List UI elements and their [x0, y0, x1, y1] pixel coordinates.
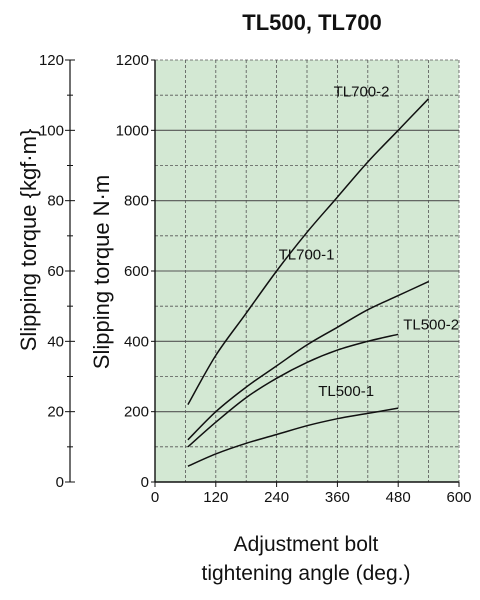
y-tick-label: 600 — [124, 263, 149, 280]
series-label-tl700-2: TL700-2 — [334, 84, 390, 101]
chart-title: TL500, TL700 — [242, 10, 381, 35]
x-tick-label: 240 — [264, 489, 289, 506]
y2-tick-label: 0 — [56, 474, 64, 491]
y-tick-label: 1200 — [116, 52, 149, 69]
y-tick-label: 1000 — [116, 122, 149, 139]
series-label-tl500-1: TL500-1 — [318, 383, 374, 400]
y2-tick-label: 80 — [47, 193, 64, 210]
series-line-tl500-1 — [187, 407, 399, 467]
y-tick-label: 800 — [124, 193, 149, 210]
x-tick-label: 480 — [386, 489, 411, 506]
x-tick-label: 120 — [203, 489, 228, 506]
y-tick-label: 0 — [141, 474, 149, 491]
x-tick-label: 360 — [325, 489, 350, 506]
y2-tick-label: 120 — [39, 52, 64, 69]
y2-tick-label: 40 — [47, 333, 64, 350]
series-line-tl700-2 — [187, 98, 430, 405]
y2-tick-label: 20 — [47, 404, 64, 421]
y-tick-label: 200 — [124, 404, 149, 421]
y2-tick-label: 60 — [47, 263, 64, 280]
series-label-tl700-1: TL700-1 — [279, 247, 335, 264]
y-axis-label: Slipping torque N·m — [89, 175, 114, 369]
y2-tick-label: 100 — [39, 122, 64, 139]
series-line-tl500-2 — [187, 333, 399, 448]
y-axis-secondary-label: Slipping torque {kgf·m} — [16, 129, 41, 352]
y-tick-label: 400 — [124, 333, 149, 350]
series-group — [187, 98, 430, 467]
x-tick-label: 0 — [151, 489, 159, 506]
x-tick-label: 600 — [446, 489, 471, 506]
x-axis-label-line-2: tightening angle (deg.) — [202, 562, 411, 585]
labels-group: TL700-2 TL700-1 TL500-2 TL500-1 — [279, 84, 459, 400]
series-line-tl700-1 — [187, 280, 429, 441]
x-axis-label-line-1: Adjustment bolt — [234, 533, 379, 556]
series-label-tl500-2: TL500-2 — [403, 316, 459, 333]
